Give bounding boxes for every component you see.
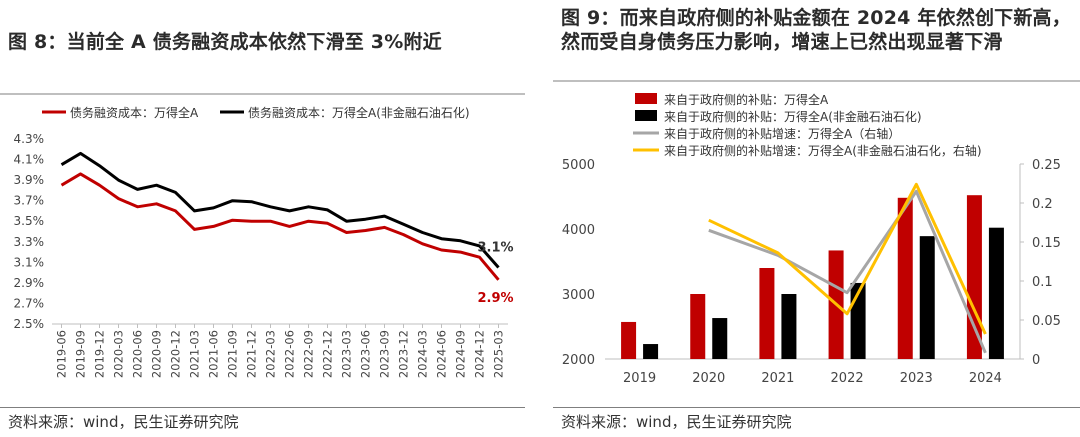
line-series-3 [708,182,987,335]
x-tick-label: 2024-09 [454,330,468,378]
legend-label-series-3: 来自于政府侧的补贴增速：万得全A(非金融石油石化，右轴) [664,143,982,158]
line-series-0 [60,172,500,281]
x-tick-label: 2023-03 [340,330,354,378]
line-series-2 [708,189,987,354]
bar-series-1 [919,236,935,359]
legend-label-series-1: 来自于政府侧的补贴：万得全A(非金融石油石化) [664,109,922,124]
x-tick-label: 2023-06 [359,330,373,378]
legend-swatch-series-0 [635,93,657,104]
y-tick-label: 2.7% [14,296,45,310]
x-tick-label: 2021-12 [245,330,259,378]
y-tick-label-right: 0.2 [1032,197,1053,212]
x-tick-label: 2021 [761,371,794,386]
y-tick-label-right: 0 [1032,353,1040,368]
x-tick-label: 2021-09 [226,330,240,378]
left-source-divider [0,407,525,408]
y-tick-label-left: 3000 [562,288,595,303]
y-tick-label-right: 0.25 [1032,158,1061,173]
right-source-divider [553,407,1080,408]
y-tick-label: 4.3% [14,132,45,146]
bar-series-1 [988,227,1004,359]
x-tick-label: 2024-06 [435,330,449,378]
line-series-1 [60,151,500,269]
x-tick-label: 2020-09 [150,330,164,378]
x-tick-label: 2020-12 [169,330,183,378]
bar-series-1 [781,294,797,359]
x-tick-label: 2020-03 [112,330,126,378]
y-tick-label: 3.5% [14,214,45,228]
legend-label-series-2: 来自于政府侧的补贴增速：万得全A（右轴） [664,126,900,141]
y-tick-label: 3.7% [14,194,45,208]
y-tick-label-right: 0.05 [1032,314,1061,329]
right-chart-title: 图 9：而来自政府侧的补贴金额在 2024 年依然创下新高，然而受自身债务压力影… [561,7,1071,53]
bar-series-0 [621,321,637,359]
left-line-chart: 债务融资成本：万得全A 债务融资成本：万得全A(非金融石油石化) 2.5% 2.7% 2… [14,105,514,378]
bar-series-0 [897,197,913,359]
left-source-note: 资料来源：wind，民生证券研究院 [8,413,239,431]
right-source-note: 资料来源：wind，民生证券研究院 [561,413,792,431]
x-tick-label: 2022 [831,371,864,386]
x-tick-label: 2019 [623,371,656,386]
x-tick-label: 2025-03 [492,330,506,378]
end-value-label-1: 2.9% [477,291,513,306]
x-tick-label: 2022-06 [283,330,297,378]
legend-label-series-0: 来自于政府侧的补贴：万得全A [664,92,829,107]
x-tick-label: 2023-12 [397,330,411,378]
x-tick-label: 2024-12 [473,330,487,378]
x-tick-label: 2020 [692,371,725,386]
legend-label-series-1: 债务融资成本：万得全A(非金融石油石化) [248,105,470,120]
bar-series-1 [643,344,659,359]
bar-series-0 [759,268,775,359]
legend-swatch-series-1 [635,110,657,121]
y-tick-label-left: 4000 [562,223,595,238]
x-tick-label: 2020-06 [131,330,145,378]
x-tick-label: 2021-03 [188,330,202,378]
right-combo-chart: 来自于政府侧的补贴：万得全A 来自于政府侧的补贴：万得全A(非金融石油石化) 来自于… [562,92,1061,386]
x-tick-label: 2022-12 [321,330,335,378]
x-tick-label: 2022-09 [302,330,316,378]
x-tick-label: 2019-12 [93,330,107,378]
x-tick-label: 2024 [969,371,1002,386]
x-tick-label: 2023-09 [378,330,392,378]
left-title-divider [0,93,525,95]
x-tick-label: 2023 [900,371,933,386]
y-tick-label-right: 0.15 [1032,236,1061,251]
left-chart-title: 图 8：当前全 A 债务融资成本依然下滑至 3%附近 [8,31,442,53]
x-tick-label: 2019-06 [55,330,69,378]
x-tick-label: 2021-06 [207,330,221,378]
bar-series-1 [712,318,728,359]
bar-series-0 [690,294,706,359]
right-title-divider [553,80,1080,82]
y-tick-label: 3.9% [14,173,45,187]
legend-label-series-0: 债务融资成本：万得全A [70,105,199,120]
y-tick-label-right: 0.1 [1032,275,1053,290]
y-tick-label: 3.1% [14,255,45,269]
y-tick-label-left: 5000 [562,158,595,173]
right-chart-panel: 图 9：而来自政府侧的补贴金额在 2024 年依然创下新高，然而受自身债务压力影… [553,0,1080,437]
y-tick-label: 3.3% [14,235,45,249]
bar-series-0 [966,195,982,359]
y-tick-label-left: 2000 [562,353,595,368]
x-tick-label: 2024-03 [416,330,430,378]
end-value-label-0: 3.1% [477,240,513,255]
x-tick-label: 2022-03 [264,330,278,378]
x-tick-label: 2019-09 [74,330,88,378]
y-tick-label: 2.5% [14,317,45,331]
left-chart-panel: 图 8：当前全 A 债务融资成本依然下滑至 3%附近 债务融资成本：万得全A 债务… [0,0,525,437]
y-tick-label: 2.9% [14,276,45,290]
y-tick-label: 4.1% [14,153,45,167]
